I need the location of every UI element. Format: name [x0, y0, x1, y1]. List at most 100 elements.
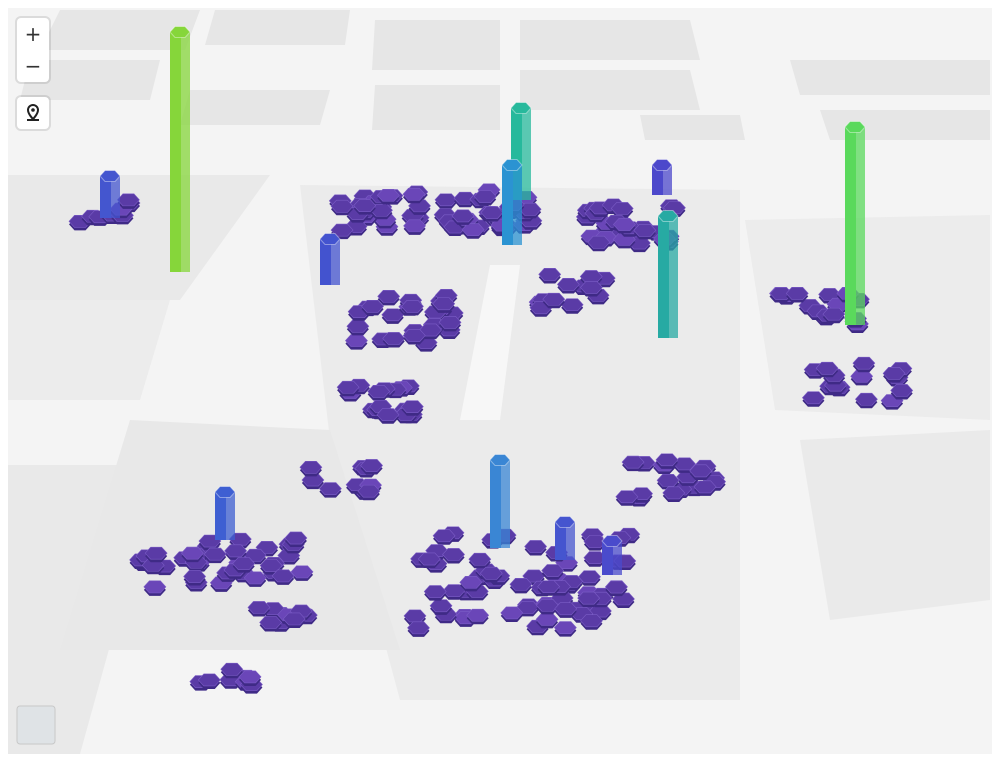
column: [510, 102, 532, 200]
column-side: [669, 216, 678, 338]
hex: [524, 540, 548, 553]
hex: [578, 570, 601, 584]
hex: [479, 566, 503, 580]
hex: [822, 307, 846, 321]
block: [8, 175, 270, 300]
hex: [377, 289, 401, 303]
hex: [656, 473, 680, 487]
column-front: [845, 127, 856, 325]
hex: [577, 591, 601, 605]
column-layer: [99, 26, 866, 575]
block: [745, 215, 990, 420]
column: [169, 26, 191, 272]
hex: [689, 464, 713, 478]
hex: [361, 299, 385, 313]
column-front: [555, 522, 566, 560]
hex: [376, 408, 400, 422]
hex: [403, 219, 427, 233]
column-front: [658, 216, 669, 338]
hex: [459, 575, 483, 589]
column-side: [566, 522, 575, 560]
hex: [580, 614, 603, 628]
hex: [357, 484, 381, 498]
hex: [466, 608, 490, 622]
block: [800, 430, 990, 620]
column-top: [99, 170, 121, 182]
hex: [432, 297, 456, 311]
column-top: [601, 535, 623, 547]
hex: [259, 616, 283, 629]
hex: [203, 547, 227, 561]
column-top: [657, 210, 679, 222]
walkway: [460, 265, 520, 420]
hex: [432, 529, 456, 543]
hex: [284, 531, 308, 545]
zoom-control: + −: [17, 18, 49, 82]
column-side: [522, 108, 531, 200]
column: [657, 210, 679, 338]
hex: [509, 577, 533, 591]
zoom-in[interactable]: +: [24, 22, 42, 46]
hex: [633, 224, 657, 237]
column-front: [602, 541, 613, 575]
column-top: [651, 159, 673, 171]
hex: [407, 621, 430, 635]
locate-button[interactable]: [17, 97, 49, 129]
hex: [542, 292, 566, 306]
hex: [587, 235, 611, 249]
hex: [538, 268, 562, 281]
hex: [815, 361, 839, 375]
hex: [247, 601, 271, 614]
hex: [468, 552, 492, 566]
hex: [370, 203, 393, 217]
column-top: [169, 26, 191, 38]
minimap[interactable]: [16, 705, 56, 745]
hex: [238, 670, 262, 684]
hex: [353, 199, 377, 212]
column-top: [501, 159, 523, 171]
hex: [336, 380, 360, 394]
hex: [423, 585, 447, 598]
hex: [442, 548, 465, 561]
column-front: [100, 176, 111, 218]
hex: [655, 453, 679, 467]
column-side: [226, 492, 235, 540]
hex: [451, 209, 475, 223]
column-front: [170, 32, 181, 272]
hex: [330, 199, 354, 213]
hex: [318, 482, 342, 495]
column-side: [613, 541, 622, 575]
hex: [259, 559, 283, 572]
column: [214, 486, 236, 540]
hex: [143, 580, 167, 594]
buildings: [20, 10, 990, 140]
hex: [662, 486, 686, 500]
column-side: [111, 176, 120, 218]
column: [99, 170, 121, 218]
hex: [376, 188, 400, 202]
column-side: [856, 127, 865, 325]
column-top: [510, 102, 532, 114]
column: [554, 516, 576, 560]
hex: [621, 455, 645, 469]
hex: [882, 367, 906, 380]
column: [601, 535, 623, 575]
hex: [556, 278, 580, 291]
hex: [850, 369, 874, 383]
hex: [613, 218, 636, 231]
hex: [693, 480, 717, 494]
hex: [232, 557, 256, 570]
column: [501, 159, 523, 245]
hex: [560, 298, 584, 312]
hex: [402, 329, 426, 342]
column: [489, 454, 511, 548]
column-front: [511, 108, 522, 200]
column: [844, 121, 866, 325]
column-top: [844, 121, 866, 133]
hex: [117, 193, 140, 207]
hex: [290, 565, 314, 579]
column-side: [513, 165, 522, 245]
column-side: [663, 165, 672, 195]
zoom-out[interactable]: −: [24, 54, 42, 78]
hex: [580, 281, 603, 294]
